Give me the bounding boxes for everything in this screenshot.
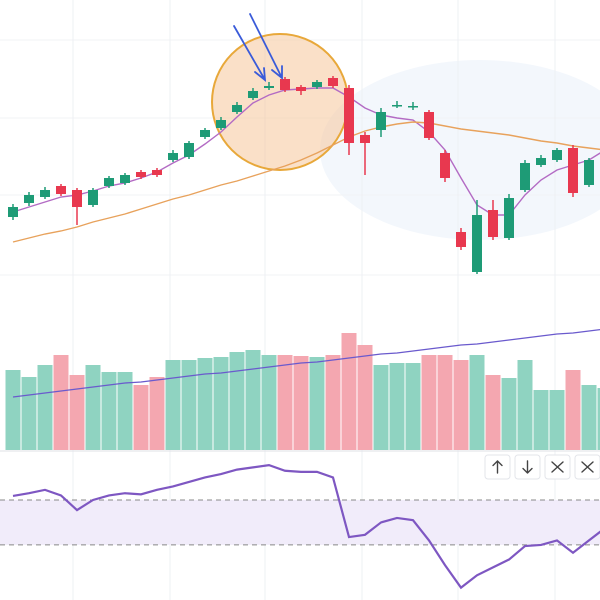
volume-bar — [437, 355, 453, 450]
volume-bar — [213, 357, 229, 450]
candle-body — [56, 186, 66, 194]
move-down-button[interactable] — [514, 454, 541, 480]
volume-bar — [293, 356, 309, 450]
candle-body — [424, 112, 434, 138]
volume-bar — [69, 375, 85, 450]
candle-body — [504, 198, 514, 238]
candle-body — [328, 78, 338, 86]
candle-body — [312, 82, 322, 87]
volume-bar — [453, 360, 469, 450]
annotation-arrows — [233, 13, 283, 83]
candle-body — [104, 178, 114, 186]
candle-body — [88, 190, 98, 205]
volume-bar — [357, 345, 373, 450]
volume-bar — [581, 385, 597, 450]
candle-body — [8, 207, 18, 217]
volume-ma-line — [12, 328, 600, 398]
volume-bar — [485, 375, 501, 450]
move-up-button[interactable] — [484, 454, 511, 480]
arrow — [249, 13, 283, 80]
candle-body — [456, 232, 466, 247]
close-button[interactable] — [574, 454, 600, 480]
volume-bar — [181, 360, 197, 450]
volume-bar — [549, 390, 565, 450]
volume-bar — [597, 388, 600, 450]
volume-bar — [21, 377, 37, 450]
rsi-line — [12, 463, 600, 590]
pane-toolbar — [484, 454, 600, 480]
volume-bar — [149, 377, 165, 450]
candle-body — [344, 88, 354, 143]
volume-bar — [389, 363, 405, 450]
candle-body — [24, 195, 34, 203]
volume-bar — [101, 372, 117, 450]
volume-bar — [53, 355, 69, 450]
volume-bar — [277, 355, 293, 450]
candle-body — [72, 190, 82, 207]
candle-body — [536, 158, 546, 165]
candle-body — [168, 153, 178, 160]
arrow — [233, 25, 267, 83]
volume-bar — [373, 365, 389, 450]
candle-body — [40, 190, 50, 197]
candle-body — [552, 150, 562, 160]
volume-bar — [229, 352, 245, 450]
candle-body — [152, 170, 162, 175]
volume-bar — [309, 357, 325, 450]
candle-body — [200, 130, 210, 137]
volume-bar — [469, 355, 485, 450]
volume-bar — [565, 370, 581, 450]
plot-layer — [0, 76, 600, 590]
volume-bar — [117, 372, 133, 450]
candle-body — [360, 135, 370, 143]
volume-bar — [533, 390, 549, 450]
candle-body — [488, 210, 498, 237]
candle-body — [440, 153, 450, 178]
candle-body — [264, 86, 274, 88]
candle-body — [184, 143, 194, 157]
rsi-band — [0, 499, 600, 545]
volume-bar — [405, 363, 421, 450]
candle-body — [584, 160, 594, 185]
candle-body — [120, 175, 130, 183]
moving-average-line — [12, 121, 600, 243]
candle-body — [376, 112, 386, 130]
volume-bar — [421, 355, 437, 450]
volume-bar — [261, 355, 277, 450]
candle-body — [408, 106, 418, 108]
volume-bar — [517, 360, 533, 450]
highlight-circle — [211, 33, 349, 171]
candle-body — [392, 105, 402, 107]
volume-bar — [133, 385, 149, 450]
candle-body — [248, 91, 258, 98]
volume-bar — [245, 350, 261, 450]
candle-body — [472, 215, 482, 272]
candle-body — [136, 172, 146, 177]
candle-body — [296, 87, 306, 91]
volume-bar — [325, 355, 341, 450]
candle-body — [280, 79, 290, 90]
candle-body — [216, 120, 226, 128]
volume-bar — [341, 333, 357, 450]
volume-bar — [501, 378, 517, 450]
volume-bar — [37, 365, 53, 450]
volume-bar — [165, 360, 181, 450]
volume-bar — [197, 358, 213, 450]
candle-body — [568, 148, 578, 193]
volume-bar — [5, 370, 21, 450]
maximize-button[interactable] — [544, 454, 571, 480]
candle-body — [232, 105, 242, 112]
volume-bar — [85, 365, 101, 450]
candle-body — [520, 163, 530, 190]
